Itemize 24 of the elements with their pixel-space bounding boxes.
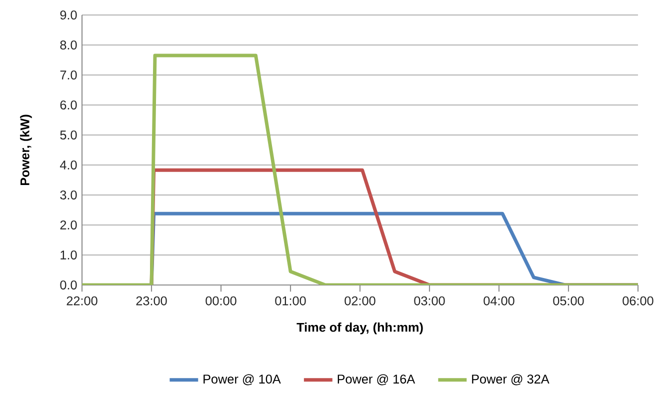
y-tick-label: 8.0 xyxy=(60,40,77,50)
x-tick-label: 03:00 xyxy=(414,296,445,306)
y-tick-label: 7.0 xyxy=(60,70,77,80)
x-axis-title: Time of day, (hh:mm) xyxy=(296,322,423,334)
x-tick-label: 00:00 xyxy=(206,296,236,306)
legend-label: Power @ 32A xyxy=(472,374,550,386)
y-tick-label: 4.0 xyxy=(60,160,77,170)
y-tick-label: 0.0 xyxy=(60,280,77,290)
y-tick-label: 6.0 xyxy=(60,100,77,110)
legend-label: Power @ 10A xyxy=(204,374,281,386)
y-tick-label: 3.0 xyxy=(60,190,77,200)
x-tick-label: 22:00 xyxy=(66,296,98,306)
x-tick-label: 06:00 xyxy=(622,296,654,306)
x-tick-label: 01:00 xyxy=(275,296,306,306)
x-tick-label: 04:00 xyxy=(484,296,514,306)
y-tick-label: 2.0 xyxy=(60,220,77,230)
x-tick-label: 02:00 xyxy=(344,296,376,306)
legend-label: Power @ 16A xyxy=(338,374,416,386)
y-axis-title: Power, (kW) xyxy=(20,114,32,186)
x-tick-label: 05:00 xyxy=(553,296,584,306)
y-tick-label: 5.0 xyxy=(60,130,77,140)
y-tick-label: 1.0 xyxy=(60,250,77,260)
x-tick-label: 23:00 xyxy=(136,296,167,306)
y-tick-label: 9.0 xyxy=(60,10,77,20)
